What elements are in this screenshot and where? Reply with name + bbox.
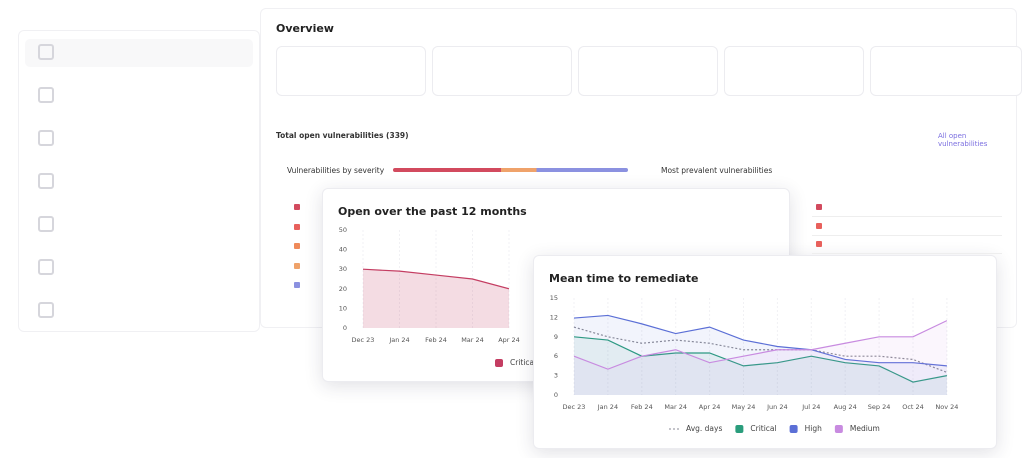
x-tick-label: Dec 23 bbox=[563, 403, 586, 411]
x-tick-label: Apr 24 bbox=[699, 403, 721, 411]
severity-icon bbox=[816, 204, 822, 210]
sidebar-item[interactable] bbox=[38, 130, 64, 146]
sidebar-icon bbox=[38, 87, 54, 103]
row-line bbox=[812, 216, 1002, 217]
x-tick-label: Dec 23 bbox=[352, 336, 375, 344]
stat-card bbox=[870, 46, 1022, 96]
legend-label: High bbox=[805, 424, 822, 433]
stat-card bbox=[432, 46, 572, 96]
sidebar-icon bbox=[38, 216, 54, 232]
all-vulns-link[interactable]: All open vulnerabilities bbox=[938, 132, 988, 148]
sidebar-item[interactable] bbox=[38, 44, 64, 60]
overview-title: Overview bbox=[276, 22, 334, 35]
legend-swatch bbox=[789, 425, 798, 433]
severity-title: Vulnerabilities by severity bbox=[287, 166, 385, 175]
sidebar-item[interactable] bbox=[38, 302, 64, 318]
legend-label: Medium bbox=[850, 424, 880, 433]
y-tick-label: 40 bbox=[339, 246, 347, 254]
sidebar-icon bbox=[38, 44, 54, 60]
severity-icon bbox=[294, 223, 300, 230]
legend-swatch bbox=[495, 359, 503, 367]
legend-swatch bbox=[735, 425, 744, 433]
severity-icon bbox=[294, 282, 300, 288]
y-tick-label: 3 bbox=[554, 372, 558, 380]
sidebar-item[interactable] bbox=[38, 216, 64, 232]
x-tick-label: Apr 24 bbox=[498, 336, 520, 344]
severity-icon bbox=[294, 262, 300, 269]
sidebar-item[interactable] bbox=[38, 87, 64, 103]
legend-label: Avg. days bbox=[686, 424, 722, 433]
prevalent-title: Most prevalent vulnerabilities bbox=[661, 166, 773, 175]
severity-icon bbox=[816, 222, 822, 229]
sidebar-icon bbox=[38, 259, 54, 275]
area bbox=[574, 315, 947, 395]
legend-label: Critical bbox=[750, 424, 776, 433]
chart-card: Mean time to remediate 0 3 6 9 12 15 Dec 23 Jan … bbox=[533, 255, 997, 449]
x-tick-label: Jan 24 bbox=[597, 403, 618, 411]
severity-icon bbox=[816, 241, 822, 247]
sidebar-icon bbox=[38, 173, 54, 189]
total-label: Total open vulnerabilities (339) bbox=[276, 131, 409, 140]
sidebar bbox=[18, 30, 260, 332]
legend-swatch bbox=[834, 425, 843, 433]
y-tick-label: 15 bbox=[550, 294, 558, 302]
severity-icon bbox=[294, 204, 300, 210]
area bbox=[574, 320, 947, 395]
sidebar-icon bbox=[38, 130, 54, 146]
x-tick-label: Mar 24 bbox=[461, 336, 484, 344]
x-tick-label: Oct 24 bbox=[902, 403, 924, 411]
x-tick-label: Aug 24 bbox=[834, 403, 857, 411]
y-tick-label: 12 bbox=[550, 313, 558, 321]
y-tick-label: 50 bbox=[339, 226, 347, 234]
chart: Mean time to remediate 0 3 6 9 12 15 Dec 23 Jan … bbox=[549, 272, 958, 433]
chart-title: Open over the past 12 months bbox=[338, 205, 527, 218]
sidebar-item[interactable] bbox=[38, 259, 64, 275]
x-tick-label: Jun 24 bbox=[766, 403, 788, 411]
y-tick-label: 30 bbox=[339, 265, 347, 273]
line bbox=[573, 326, 948, 373]
x-tick-label: Feb 24 bbox=[631, 403, 653, 411]
x-tick-label: Jan 24 bbox=[388, 336, 409, 344]
sidebar-item[interactable] bbox=[38, 173, 64, 189]
area bbox=[363, 269, 509, 328]
severity-icon bbox=[294, 243, 300, 249]
x-tick-label: Mar 24 bbox=[664, 403, 687, 411]
y-tick-label: 10 bbox=[339, 304, 347, 312]
x-tick-label: Jul 24 bbox=[801, 403, 820, 411]
x-tick-label: Sep 24 bbox=[868, 403, 891, 411]
y-tick-label: 9 bbox=[554, 333, 558, 341]
stat-card bbox=[724, 46, 864, 96]
area bbox=[574, 336, 947, 395]
stat-card bbox=[578, 46, 718, 96]
legend-label: Critical bbox=[510, 358, 536, 367]
y-tick-label: 0 bbox=[343, 324, 347, 332]
row-line bbox=[812, 253, 1002, 254]
line bbox=[573, 314, 947, 367]
chart-title: Mean time to remediate bbox=[549, 272, 699, 285]
row-line bbox=[812, 234, 1002, 236]
line bbox=[362, 268, 510, 290]
line bbox=[573, 336, 948, 383]
chart: Open over the past 12 months 0 10 20 30 40 50 D… bbox=[338, 205, 536, 367]
sidebar-icon bbox=[38, 302, 54, 318]
severity-bar bbox=[393, 168, 628, 172]
y-tick-label: 20 bbox=[339, 285, 347, 293]
x-tick-label: May 24 bbox=[732, 403, 756, 411]
x-tick-label: Feb 24 bbox=[425, 336, 447, 344]
stat-card bbox=[276, 46, 426, 96]
y-tick-label: 6 bbox=[554, 352, 558, 360]
y-tick-label: 0 bbox=[554, 391, 558, 399]
line bbox=[573, 320, 948, 370]
active-bg bbox=[25, 39, 253, 67]
x-tick-label: Nov 24 bbox=[935, 403, 958, 411]
